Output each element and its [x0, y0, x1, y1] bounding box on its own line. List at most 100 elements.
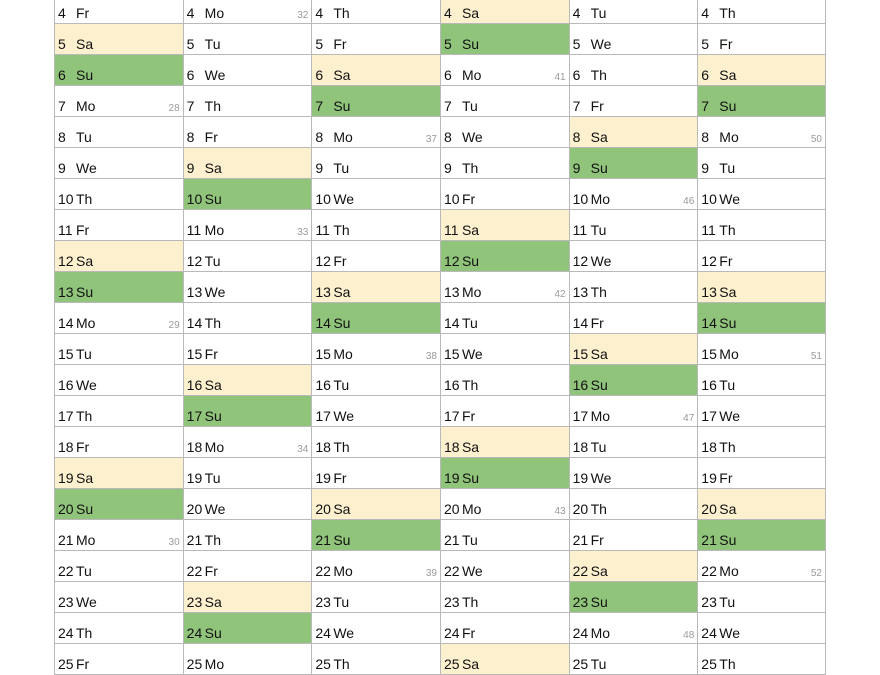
- day-cell[interactable]: 16 Tu: [311, 365, 440, 396]
- day-cell[interactable]: 22 Mo 39: [311, 551, 440, 582]
- day-cell[interactable]: 13 We: [182, 272, 312, 303]
- day-cell[interactable]: 18 Mo 34: [182, 427, 312, 458]
- day-cell[interactable]: 21 Fr: [568, 520, 698, 551]
- day-cell[interactable]: 14 Fr: [568, 303, 698, 334]
- day-cell[interactable]: 21 Mo 30: [54, 520, 183, 551]
- day-cell[interactable]: 6 Mo 41: [439, 55, 569, 86]
- day-cell[interactable]: 6 Sa: [697, 55, 826, 86]
- day-cell[interactable]: 10 Th: [54, 179, 183, 210]
- day-cell[interactable]: 14 Tu: [439, 303, 569, 334]
- day-cell[interactable]: 24 Fr: [439, 613, 569, 644]
- day-cell[interactable]: 16 We: [54, 365, 183, 396]
- day-cell[interactable]: 23 We: [54, 582, 183, 613]
- day-cell[interactable]: 15 Fr: [182, 334, 312, 365]
- day-cell[interactable]: 10 We: [311, 179, 440, 210]
- day-cell[interactable]: 23 Su: [568, 582, 698, 613]
- day-cell[interactable]: 19 Su: [439, 458, 569, 489]
- day-cell[interactable]: 4 Mo 32: [182, 0, 312, 24]
- day-cell[interactable]: 8 We: [439, 117, 569, 148]
- day-cell[interactable]: 14 Su: [697, 303, 826, 334]
- day-cell[interactable]: 17 Fr: [439, 396, 569, 427]
- day-cell[interactable]: 18 Sa: [439, 427, 569, 458]
- day-cell[interactable]: 9 Th: [439, 148, 569, 179]
- day-cell[interactable]: 4 Sa: [439, 0, 569, 24]
- day-cell[interactable]: 13 Sa: [697, 272, 826, 303]
- day-cell[interactable]: 22 Sa: [568, 551, 698, 582]
- day-cell[interactable]: 23 Tu: [697, 582, 826, 613]
- day-cell[interactable]: 24 We: [311, 613, 440, 644]
- day-cell[interactable]: 20 We: [182, 489, 312, 520]
- day-cell[interactable]: 19 Fr: [311, 458, 440, 489]
- day-cell[interactable]: 24 We: [697, 613, 826, 644]
- day-cell[interactable]: 21 Tu: [439, 520, 569, 551]
- day-cell[interactable]: 24 Mo 48: [568, 613, 698, 644]
- day-cell[interactable]: 7 Fr: [568, 86, 698, 117]
- day-cell[interactable]: 10 Fr: [439, 179, 569, 210]
- day-cell[interactable]: 5 Sa: [54, 24, 183, 55]
- day-cell[interactable]: 14 Th: [182, 303, 312, 334]
- day-cell[interactable]: 19 Sa: [54, 458, 183, 489]
- day-cell[interactable]: 22 Fr: [182, 551, 312, 582]
- day-cell[interactable]: 14 Mo 29: [54, 303, 183, 334]
- day-cell[interactable]: 12 Su: [439, 241, 569, 272]
- day-cell[interactable]: 9 Su: [568, 148, 698, 179]
- day-cell[interactable]: 4 Tu: [568, 0, 698, 24]
- day-cell[interactable]: 16 Sa: [182, 365, 312, 396]
- day-cell[interactable]: 6 Th: [568, 55, 698, 86]
- day-cell[interactable]: 19 Fr: [697, 458, 826, 489]
- day-cell[interactable]: 11 Tu: [568, 210, 698, 241]
- day-cell[interactable]: 6 Sa: [311, 55, 440, 86]
- day-cell[interactable]: 22 Mo 52: [697, 551, 826, 582]
- day-cell[interactable]: 11 Mo 33: [182, 210, 312, 241]
- day-cell[interactable]: 15 Tu: [54, 334, 183, 365]
- day-cell[interactable]: 23 Th: [439, 582, 569, 613]
- day-cell[interactable]: 21 Su: [311, 520, 440, 551]
- day-cell[interactable]: 21 Su: [697, 520, 826, 551]
- day-cell[interactable]: 6 We: [182, 55, 312, 86]
- day-cell[interactable]: 12 Fr: [311, 241, 440, 272]
- day-cell[interactable]: 12 We: [568, 241, 698, 272]
- day-cell[interactable]: 24 Su: [182, 613, 312, 644]
- day-cell[interactable]: 11 Th: [697, 210, 826, 241]
- day-cell[interactable]: 20 Mo 43: [439, 489, 569, 520]
- day-cell[interactable]: 5 Su: [439, 24, 569, 55]
- day-cell[interactable]: 20 Sa: [697, 489, 826, 520]
- day-cell[interactable]: 5 Fr: [311, 24, 440, 55]
- day-cell[interactable]: 13 Mo 42: [439, 272, 569, 303]
- day-cell[interactable]: 18 Th: [311, 427, 440, 458]
- day-cell[interactable]: 6 Su: [54, 55, 183, 86]
- day-cell[interactable]: 7 Mo 28: [54, 86, 183, 117]
- day-cell[interactable]: 14 Su: [311, 303, 440, 334]
- day-cell[interactable]: 23 Tu: [311, 582, 440, 613]
- day-cell[interactable]: 17 We: [697, 396, 826, 427]
- day-cell[interactable]: 11 Th: [311, 210, 440, 241]
- day-cell[interactable]: 12 Sa: [54, 241, 183, 272]
- day-cell[interactable]: 13 Su: [54, 272, 183, 303]
- day-cell[interactable]: 8 Fr: [182, 117, 312, 148]
- day-cell[interactable]: 10 Mo 46: [568, 179, 698, 210]
- day-cell[interactable]: 10 Su: [182, 179, 312, 210]
- day-cell[interactable]: 8 Mo 37: [311, 117, 440, 148]
- day-cell[interactable]: 15 Mo 38: [311, 334, 440, 365]
- day-cell[interactable]: 19 We: [568, 458, 698, 489]
- day-cell[interactable]: 8 Mo 50: [697, 117, 826, 148]
- day-cell[interactable]: 5 Tu: [182, 24, 312, 55]
- day-cell[interactable]: 21 Th: [182, 520, 312, 551]
- day-cell[interactable]: 16 Tu: [697, 365, 826, 396]
- day-cell[interactable]: 5 We: [568, 24, 698, 55]
- day-cell[interactable]: 11 Sa: [439, 210, 569, 241]
- day-cell[interactable]: 17 We: [311, 396, 440, 427]
- day-cell[interactable]: 18 Th: [697, 427, 826, 458]
- day-cell[interactable]: 4 Fr: [54, 0, 183, 24]
- day-cell[interactable]: 16 Th: [439, 365, 569, 396]
- day-cell[interactable]: 5 Fr: [697, 24, 826, 55]
- day-cell[interactable]: 20 Th: [568, 489, 698, 520]
- day-cell[interactable]: 4 Th: [697, 0, 826, 24]
- day-cell[interactable]: 18 Fr: [54, 427, 183, 458]
- day-cell[interactable]: 11 Fr: [54, 210, 183, 241]
- day-cell[interactable]: 22 We: [439, 551, 569, 582]
- day-cell[interactable]: 20 Su: [54, 489, 183, 520]
- day-cell[interactable]: 12 Tu: [182, 241, 312, 272]
- day-cell[interactable]: 8 Tu: [54, 117, 183, 148]
- day-cell[interactable]: 17 Th: [54, 396, 183, 427]
